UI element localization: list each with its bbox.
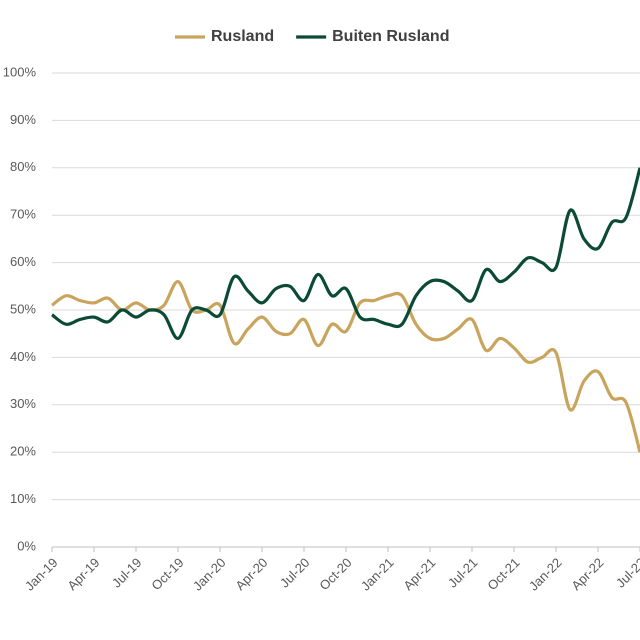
x-tick-label: Jul-22 [613, 555, 640, 591]
legend-label: Rusland [211, 28, 274, 45]
x-tick-label: Jan-21 [358, 555, 397, 594]
x-tick-label: Apr-19 [64, 555, 102, 593]
x-tick-label: Apr-22 [568, 555, 606, 593]
y-tick-label: 80% [10, 159, 36, 174]
x-tick-label: Jul-19 [109, 555, 145, 591]
y-tick-label: 40% [10, 349, 36, 364]
y-tick-label: 60% [10, 254, 36, 269]
y-tick-label: 100% [3, 64, 37, 79]
x-tick-label: Jul-21 [445, 555, 481, 591]
x-tick-label: Oct-20 [316, 555, 354, 593]
y-tick-label: 50% [10, 301, 36, 316]
x-tick-label: Jan-20 [190, 555, 229, 594]
y-tick-label: 20% [10, 444, 36, 459]
x-tick-label: Jul-20 [277, 555, 313, 591]
x-tick-label: Oct-19 [148, 555, 186, 593]
legend-label: Buiten Rusland [332, 28, 449, 45]
y-tick-label: 0% [17, 538, 36, 553]
x-tick-label: Apr-20 [232, 555, 270, 593]
series-line [51, 167, 640, 341]
series-line [51, 279, 640, 453]
y-tick-label: 10% [10, 491, 36, 506]
x-tick-label: Jan-19 [22, 555, 61, 594]
y-tick-label: 70% [10, 207, 36, 222]
x-tick-label: Oct-21 [484, 555, 522, 593]
x-tick-label: Jan-22 [526, 555, 565, 594]
x-tick-label: Apr-21 [400, 555, 438, 593]
y-tick-label: 30% [10, 396, 36, 411]
y-tick-label: 90% [10, 112, 36, 127]
